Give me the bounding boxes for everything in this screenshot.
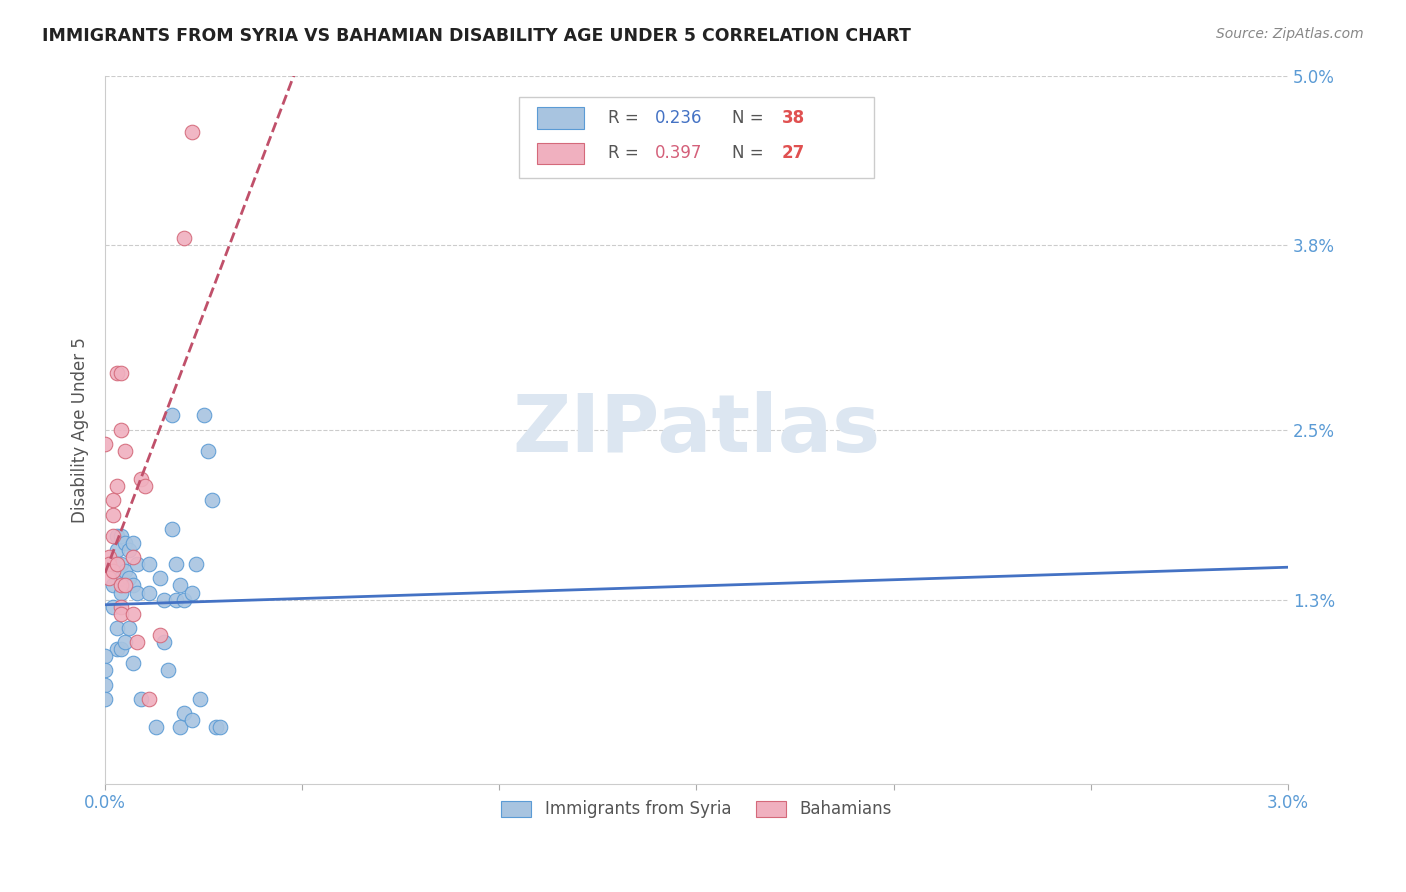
Point bbox=[94, 649, 117, 664]
Point bbox=[160, 522, 183, 536]
Point bbox=[121, 607, 143, 621]
Point bbox=[105, 557, 128, 571]
FancyBboxPatch shape bbox=[537, 107, 583, 128]
Point bbox=[173, 231, 195, 245]
Point bbox=[114, 564, 136, 578]
Point bbox=[105, 621, 128, 635]
Point bbox=[94, 664, 117, 678]
Point bbox=[121, 578, 143, 592]
Point bbox=[101, 557, 124, 571]
Legend: Immigrants from Syria, Bahamians: Immigrants from Syria, Bahamians bbox=[495, 794, 898, 825]
Point bbox=[110, 557, 132, 571]
Point bbox=[169, 578, 191, 592]
Point bbox=[110, 607, 132, 621]
Point bbox=[114, 635, 136, 649]
Point bbox=[101, 529, 124, 543]
Point bbox=[118, 571, 141, 585]
Point bbox=[94, 677, 117, 691]
Point bbox=[105, 479, 128, 493]
Point bbox=[165, 557, 187, 571]
Point bbox=[98, 571, 121, 585]
Point bbox=[169, 720, 191, 734]
Point bbox=[105, 366, 128, 380]
Point bbox=[201, 493, 224, 508]
Point bbox=[114, 443, 136, 458]
Point bbox=[110, 529, 132, 543]
Point bbox=[204, 720, 226, 734]
Text: Source: ZipAtlas.com: Source: ZipAtlas.com bbox=[1216, 27, 1364, 41]
Point bbox=[165, 592, 187, 607]
Point bbox=[110, 366, 132, 380]
Point bbox=[114, 578, 136, 592]
Point bbox=[121, 657, 143, 671]
Point bbox=[105, 543, 128, 558]
Point bbox=[145, 720, 167, 734]
Point bbox=[110, 642, 132, 657]
Point bbox=[129, 691, 152, 706]
Point bbox=[138, 585, 160, 599]
Point bbox=[181, 125, 204, 139]
Point bbox=[121, 550, 143, 565]
Point bbox=[125, 585, 148, 599]
Point bbox=[153, 592, 176, 607]
Point bbox=[101, 564, 124, 578]
Point bbox=[110, 571, 132, 585]
Point bbox=[94, 691, 117, 706]
Text: N =: N = bbox=[733, 109, 769, 127]
Point bbox=[197, 443, 219, 458]
Point bbox=[188, 691, 211, 706]
Text: ZIPatlas: ZIPatlas bbox=[512, 391, 880, 468]
Point bbox=[181, 713, 204, 727]
FancyBboxPatch shape bbox=[519, 96, 875, 178]
Point bbox=[105, 529, 128, 543]
FancyBboxPatch shape bbox=[537, 143, 583, 164]
Point bbox=[121, 536, 143, 550]
Text: 0.397: 0.397 bbox=[655, 145, 703, 162]
Point bbox=[101, 508, 124, 522]
Text: 38: 38 bbox=[782, 109, 804, 127]
Point bbox=[125, 557, 148, 571]
Text: 27: 27 bbox=[782, 145, 804, 162]
Text: R =: R = bbox=[607, 145, 644, 162]
Point bbox=[184, 557, 207, 571]
Point bbox=[160, 409, 183, 423]
Point bbox=[101, 493, 124, 508]
Point bbox=[94, 437, 117, 451]
Point bbox=[173, 592, 195, 607]
Point bbox=[129, 472, 152, 486]
Point bbox=[98, 550, 121, 565]
Y-axis label: Disability Age Under 5: Disability Age Under 5 bbox=[72, 336, 89, 523]
Text: R =: R = bbox=[607, 109, 644, 127]
Point bbox=[105, 642, 128, 657]
Text: IMMIGRANTS FROM SYRIA VS BAHAMIAN DISABILITY AGE UNDER 5 CORRELATION CHART: IMMIGRANTS FROM SYRIA VS BAHAMIAN DISABI… bbox=[42, 27, 911, 45]
Point bbox=[105, 557, 128, 571]
Point bbox=[118, 621, 141, 635]
Point bbox=[157, 664, 180, 678]
Text: 0.236: 0.236 bbox=[655, 109, 703, 127]
Point bbox=[101, 599, 124, 614]
Point bbox=[138, 557, 160, 571]
Point bbox=[101, 578, 124, 592]
Text: N =: N = bbox=[733, 145, 769, 162]
Point bbox=[153, 635, 176, 649]
Point bbox=[118, 543, 141, 558]
Point bbox=[173, 706, 195, 720]
Point bbox=[110, 599, 132, 614]
Point bbox=[110, 423, 132, 437]
Point bbox=[98, 557, 121, 571]
Point bbox=[114, 536, 136, 550]
Point bbox=[138, 691, 160, 706]
Point bbox=[208, 720, 231, 734]
Point bbox=[149, 571, 172, 585]
Point bbox=[149, 628, 172, 642]
Point bbox=[125, 635, 148, 649]
Point bbox=[110, 585, 132, 599]
Point bbox=[134, 479, 156, 493]
Point bbox=[181, 585, 204, 599]
Point bbox=[110, 578, 132, 592]
Point bbox=[193, 409, 215, 423]
